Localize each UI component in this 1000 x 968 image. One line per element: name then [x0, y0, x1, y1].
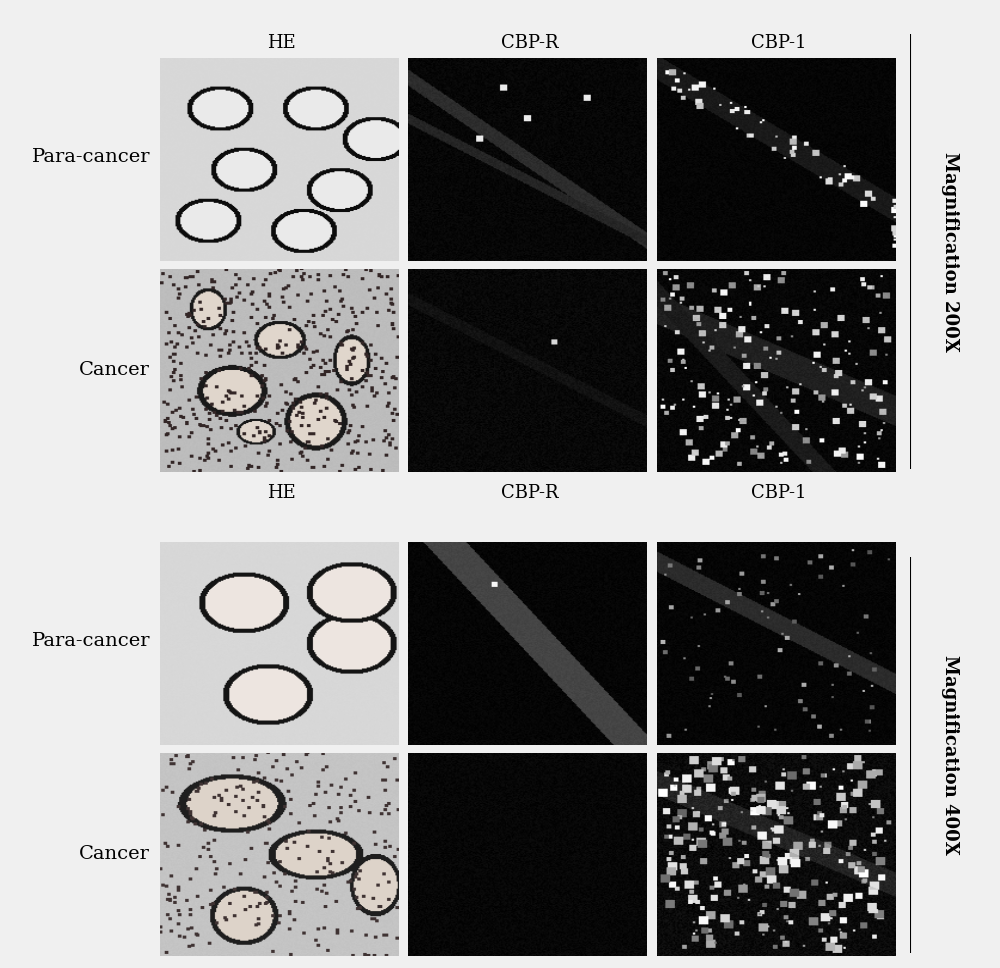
Text: CBP-1: CBP-1	[751, 34, 806, 52]
Text: Magnification 400X: Magnification 400X	[941, 655, 959, 855]
Text: CBP-R: CBP-R	[501, 484, 559, 502]
Text: CBP-1: CBP-1	[751, 484, 806, 502]
Text: Cancer: Cancer	[79, 361, 150, 379]
Text: Cancer: Cancer	[79, 845, 150, 863]
Text: Para-cancer: Para-cancer	[32, 148, 150, 166]
Text: CBP-R: CBP-R	[501, 34, 559, 52]
Text: Para-cancer: Para-cancer	[32, 632, 150, 650]
Text: HE: HE	[267, 484, 296, 502]
Text: Magnification 200X: Magnification 200X	[941, 152, 959, 351]
Text: HE: HE	[267, 34, 296, 52]
